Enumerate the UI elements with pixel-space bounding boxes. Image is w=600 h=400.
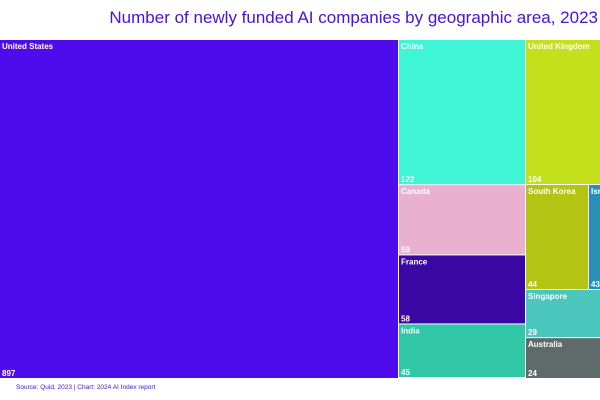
treemap-cell-south-korea: South Korea 44: [526, 185, 588, 289]
treemap-rect: [0, 40, 398, 378]
treemap-cell-canada: Canada 59: [399, 185, 525, 255]
treemap-rect: [399, 185, 525, 255]
treemap-label: United States: [2, 42, 54, 51]
chart-title: Number of newly funded AI companies by g…: [109, 8, 598, 27]
treemap-rect: [526, 185, 588, 289]
treemap-label: China: [401, 42, 424, 51]
treemap-cell-australia: Australia 24: [526, 338, 600, 378]
treemap-rect: [589, 185, 600, 289]
treemap-value: 122: [401, 175, 415, 184]
treemap-value: 59: [401, 245, 410, 254]
treemap-label: France: [401, 257, 428, 266]
treemap-cell-united-kingdom: United Kingdom 104: [526, 40, 600, 184]
treemap-label: South Korea: [528, 187, 576, 196]
treemap-label: United Kingdom: [528, 42, 590, 51]
treemap-cell-india: India 45: [399, 324, 525, 377]
treemap-rect: [399, 255, 525, 324]
treemap-value: 45: [401, 368, 410, 377]
treemap-rect: [399, 40, 525, 185]
treemap-rect: [399, 324, 525, 377]
treemap-value: 43: [591, 280, 600, 289]
treemap-value: 897: [2, 369, 16, 378]
treemap-cell-united-states: United States 897: [0, 40, 398, 378]
treemap-label: India: [401, 326, 420, 335]
treemap-cell-france: France 58: [399, 255, 525, 324]
chart-source: Source: Quid, 2023 | Chart: 2024 AI Inde…: [16, 384, 156, 391]
treemap-cell-china: China 122: [399, 40, 525, 185]
treemap-value: 44: [528, 280, 537, 289]
treemap-rect: [526, 40, 600, 184]
treemap-value: 24: [528, 369, 537, 378]
treemap-label: Israel: [591, 187, 600, 196]
treemap-value: 104: [528, 175, 542, 184]
treemap-rect: [526, 290, 600, 338]
treemap-cell-israel: Israel 43: [589, 185, 600, 289]
treemap-cell-singapore: Singapore 29: [526, 290, 600, 338]
treemap-label: Australia: [528, 340, 563, 349]
treemap-rect: [526, 338, 600, 378]
treemap-label: Canada: [401, 187, 430, 196]
treemap-value: 29: [528, 328, 537, 337]
treemap-label: Singapore: [528, 292, 568, 301]
treemap-value: 58: [401, 314, 410, 323]
